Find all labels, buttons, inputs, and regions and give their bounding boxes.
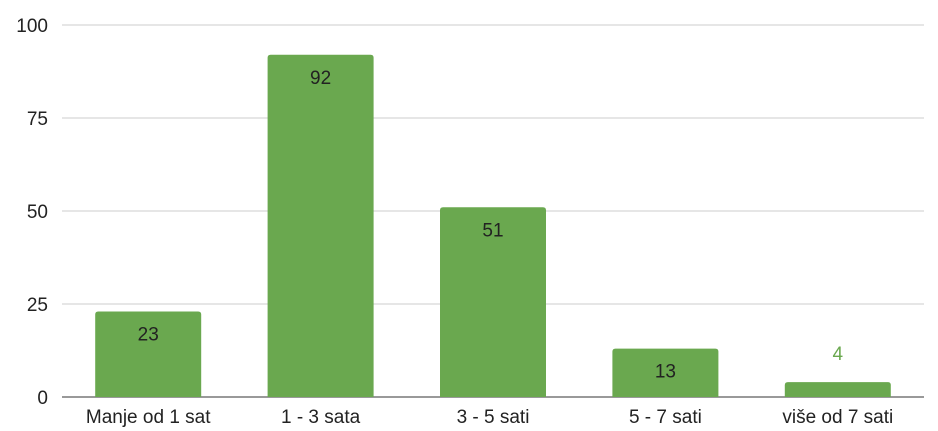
- y-tick-label: 100: [16, 16, 48, 37]
- bar[interactable]: [784, 382, 891, 397]
- bar[interactable]: [612, 348, 719, 397]
- y-tick-label: 50: [27, 202, 48, 223]
- x-tick-label: 5 - 7 sati: [629, 407, 702, 428]
- y-axis: 0 25 50 75 100: [16, 16, 48, 409]
- y-tick-label: 0: [37, 388, 48, 409]
- bar[interactable]: [267, 54, 374, 397]
- bar[interactable]: [440, 207, 546, 397]
- x-tick-label: 1 - 3 sata: [281, 407, 361, 428]
- x-tick-label: više od 7 sati: [782, 407, 893, 428]
- y-tick-label: 25: [27, 295, 48, 316]
- data-label: 13: [655, 362, 676, 383]
- data-label: 4: [833, 344, 844, 365]
- y-tick-label: 75: [27, 109, 48, 130]
- bars-layer: [95, 54, 891, 397]
- data-label: 92: [310, 68, 331, 89]
- bar[interactable]: [95, 311, 202, 397]
- data-label: 51: [482, 220, 503, 241]
- labels-layer: 23 92 51 13 4: [138, 68, 844, 383]
- x-axis: Manje od 1 sat 1 - 3 sata 3 - 5 sati 5 - 7 …: [86, 407, 893, 428]
- data-label: 23: [138, 324, 159, 345]
- x-tick-label: Manje od 1 sat: [86, 407, 211, 428]
- x-tick-label: 3 - 5 sati: [457, 407, 530, 428]
